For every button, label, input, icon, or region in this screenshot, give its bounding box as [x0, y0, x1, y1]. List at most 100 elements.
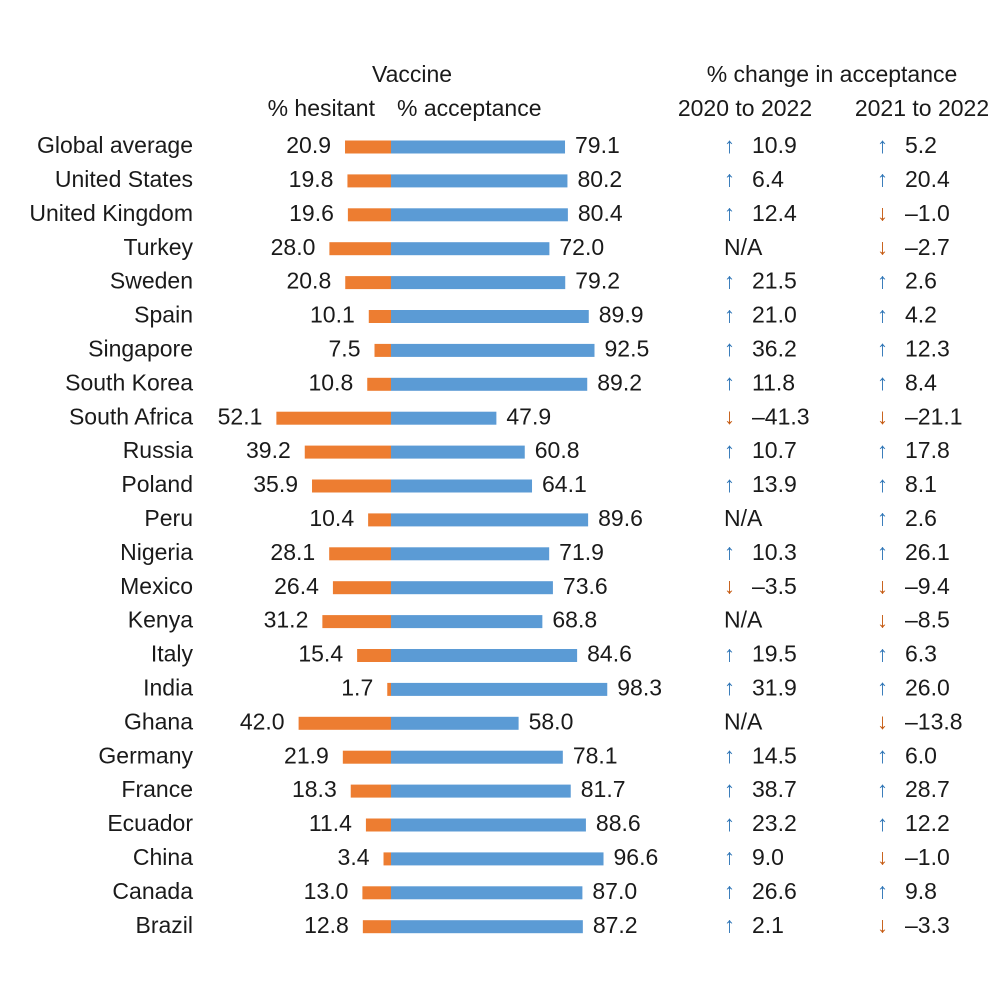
- change-value: –13.8: [905, 708, 963, 734]
- acceptance-value: 47.9: [506, 403, 551, 429]
- hesitant-bar: [342, 750, 391, 764]
- hesitant-bar: [347, 208, 391, 222]
- country-label: Sweden: [110, 268, 193, 294]
- arrow-up-icon: ↑: [724, 370, 735, 395]
- hesitant-value: 1.7: [341, 674, 373, 700]
- change-value: –3.5: [752, 573, 797, 599]
- acceptance-value: 64.1: [542, 471, 587, 497]
- acceptance-bar: [391, 479, 533, 493]
- acceptance-bar: [391, 750, 563, 764]
- acceptance-value: 72.0: [559, 234, 604, 260]
- country-label: Poland: [121, 471, 193, 497]
- hesitant-value: 10.8: [308, 369, 353, 395]
- hesitant-value: 3.4: [338, 844, 370, 870]
- hesitant-value: 39.2: [246, 437, 291, 463]
- change-value: 2.6: [905, 268, 937, 294]
- acceptance-bar: [391, 411, 497, 425]
- arrow-up-icon: ↑: [724, 133, 735, 158]
- country-label: Russia: [123, 437, 194, 463]
- chart-row: Sweden 20.8 79.2 ↑ 21.5 ↑ 2.6: [110, 268, 937, 294]
- hesitant-bar: [276, 411, 391, 425]
- acceptance-value: 73.6: [563, 573, 608, 599]
- chart-row: Italy 15.4 84.6 ↑ 19.5 ↑ 6.3: [151, 641, 937, 667]
- change-value: –21.1: [905, 403, 963, 429]
- acceptance-bar: [391, 784, 571, 798]
- chart-row: Turkey 28.0 72.0 N/A ↓ –2.7: [124, 234, 950, 260]
- change-value: –8.5: [905, 607, 950, 633]
- hesitant-bar: [322, 615, 391, 629]
- arrow-up-icon: ↑: [724, 201, 735, 226]
- country-label: Canada: [112, 878, 193, 904]
- hesitant-value: 52.1: [218, 403, 263, 429]
- acceptance-value: 87.2: [593, 912, 638, 938]
- arrow-down-icon: ↓: [724, 404, 735, 429]
- change-value: –2.7: [905, 234, 950, 260]
- hesitant-value: 15.4: [298, 641, 343, 667]
- arrow-up-icon: ↑: [724, 540, 735, 565]
- change-value: N/A: [724, 234, 763, 260]
- change-value: 21.0: [752, 302, 797, 328]
- hesitant-value: 42.0: [240, 708, 285, 734]
- acceptance-bar: [391, 615, 543, 629]
- acceptance-bar: [391, 276, 566, 290]
- country-label: United Kingdom: [29, 200, 193, 226]
- chart-row: China 3.4 96.6 ↑ 9.0 ↓ –1.0: [133, 844, 950, 870]
- hesitant-bar: [368, 310, 391, 323]
- arrow-down-icon: ↓: [877, 235, 888, 260]
- change-value: N/A: [724, 708, 763, 734]
- country-label: Ecuador: [107, 810, 193, 836]
- hesitant-value: 12.8: [304, 912, 349, 938]
- arrow-up-icon: ↑: [724, 336, 735, 361]
- chart-row: South Africa 52.1 47.9 ↓ –41.3 ↓ –21.1: [69, 403, 963, 429]
- acceptance-bar: [391, 343, 595, 357]
- arrow-up-icon: ↑: [877, 133, 888, 158]
- country-label: South Africa: [69, 403, 193, 429]
- acceptance-value: 89.9: [599, 302, 644, 328]
- chart-row: Brazil 12.8 87.2 ↑ 2.1 ↓ –3.3: [135, 912, 949, 938]
- arrow-up-icon: ↑: [724, 438, 735, 463]
- chart-row: Poland 35.9 64.1 ↑ 13.9 ↑ 8.1: [121, 471, 937, 497]
- arrow-up-icon: ↑: [877, 336, 888, 361]
- arrow-up-icon: ↑: [724, 675, 735, 700]
- hesitant-bar: [347, 174, 391, 188]
- country-label: United States: [55, 166, 193, 192]
- acceptance-value: 87.0: [592, 878, 637, 904]
- hesitant-bar: [368, 513, 391, 527]
- country-label: India: [143, 674, 193, 700]
- hesitant-value: 28.1: [270, 539, 315, 565]
- header-period-2021-2022: 2021 to 2022: [855, 95, 989, 121]
- change-value: –1.0: [905, 200, 950, 226]
- acceptance-bar: [391, 445, 525, 459]
- change-value: 10.3: [752, 539, 797, 565]
- acceptance-bar: [391, 649, 578, 662]
- hesitant-bar: [367, 377, 391, 391]
- acceptance-value: 60.8: [535, 437, 580, 463]
- chart-row: France 18.3 81.7 ↑ 38.7 ↑ 28.7: [121, 776, 949, 802]
- country-label: Peru: [144, 505, 193, 531]
- country-label: Italy: [151, 641, 194, 667]
- acceptance-bar: [391, 818, 586, 832]
- arrow-down-icon: ↓: [877, 709, 888, 734]
- change-value: 28.7: [905, 776, 950, 802]
- header: Vaccine % hesitant % acceptance % change…: [268, 61, 990, 121]
- hesitant-bar: [345, 276, 391, 290]
- arrow-up-icon: ↑: [724, 743, 735, 768]
- chart-row: India 1.7 98.3 ↑ 31.9 ↑ 26.0: [143, 674, 950, 700]
- arrow-up-icon: ↑: [877, 472, 888, 497]
- arrow-up-icon: ↑: [877, 438, 888, 463]
- change-value: 21.5: [752, 268, 797, 294]
- arrow-down-icon: ↓: [877, 404, 888, 429]
- change-value: N/A: [724, 505, 763, 531]
- change-value: 17.8: [905, 437, 950, 463]
- chart-row: United States 19.8 80.2 ↑ 6.4 ↑ 20.4: [55, 166, 950, 192]
- arrow-up-icon: ↑: [724, 302, 735, 327]
- change-value: –9.4: [905, 573, 950, 599]
- change-value: 10.7: [752, 437, 797, 463]
- arrow-up-icon: ↑: [877, 302, 888, 327]
- hesitant-bar: [329, 242, 391, 256]
- acceptance-bar: [391, 140, 566, 154]
- arrow-down-icon: ↓: [877, 607, 888, 632]
- change-value: 26.1: [905, 539, 950, 565]
- acceptance-bar: [391, 581, 553, 595]
